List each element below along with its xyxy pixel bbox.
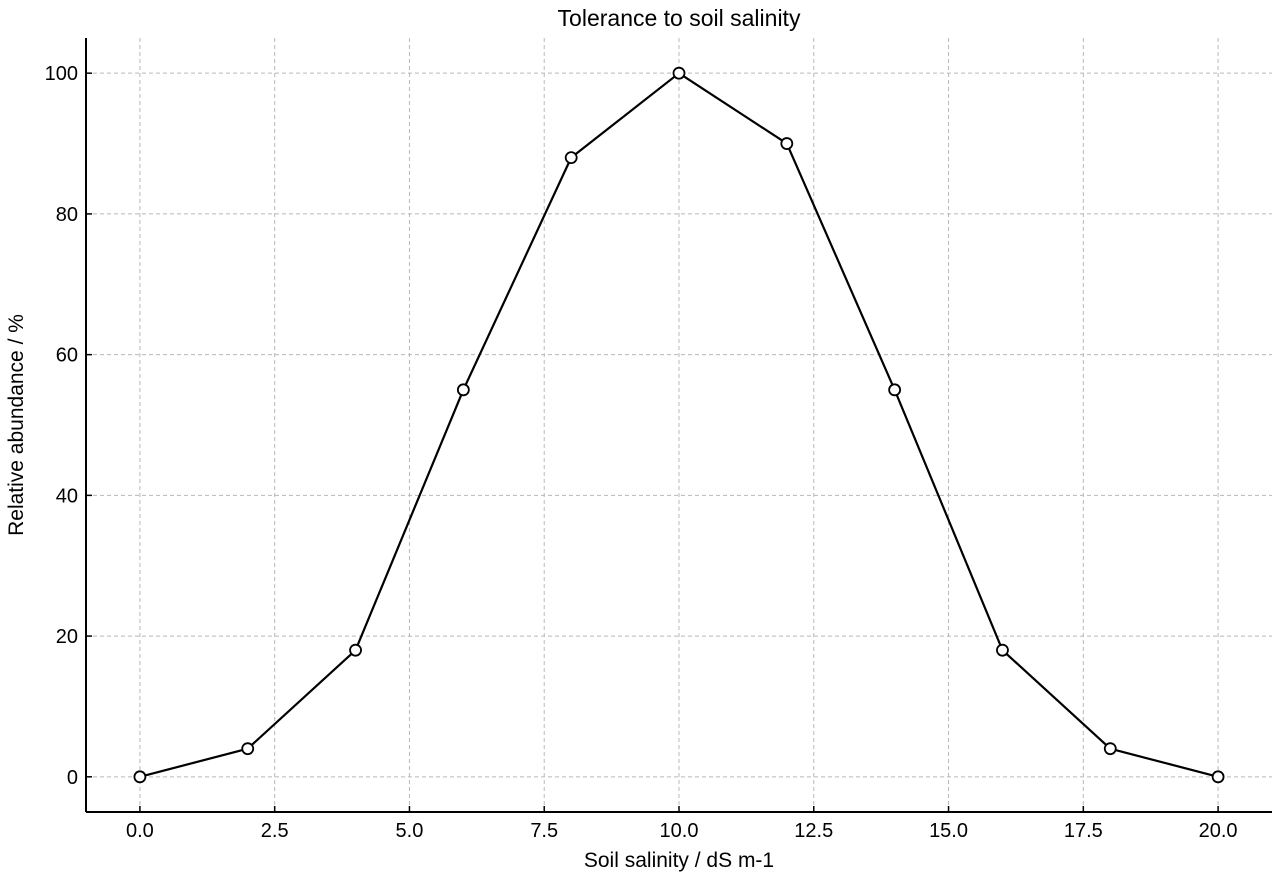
x-tick-label: 10.0 <box>660 820 699 842</box>
ticks: 0.0 2.5 5.0 7.5 10.0 12.5 15.0 17.5 20.0 0 20 40 60 8… <box>45 63 1238 842</box>
data-point <box>133 770 147 784</box>
x-tick-label: 5.0 <box>396 820 424 842</box>
x-axis-label: Soil salinity / dS m-1 <box>584 849 774 872</box>
data-point <box>888 383 902 397</box>
series <box>133 66 1225 784</box>
x-tick-label: 0.0 <box>126 820 154 842</box>
data-point <box>780 137 794 150</box>
x-tick-label: 20.0 <box>1199 820 1238 842</box>
x-tick-label: 17.5 <box>1064 820 1103 842</box>
data-point <box>1103 742 1117 756</box>
y-tick-label: 40 <box>56 485 78 507</box>
y-tick-label: 0 <box>67 767 78 789</box>
data-point <box>349 643 362 657</box>
data-point <box>996 643 1009 657</box>
data-point <box>456 383 470 397</box>
chart-title: Tolerance to soil salinity <box>558 5 801 31</box>
y-tick-label: 80 <box>56 204 78 226</box>
y-axis-label: Relative abundance / % <box>5 314 28 536</box>
x-tick-label: 7.5 <box>530 820 558 842</box>
y-tick-label: 20 <box>56 626 78 648</box>
x-tick-label: 15.0 <box>929 820 968 842</box>
x-tick-label: 12.5 <box>794 820 833 842</box>
data-point <box>241 742 255 756</box>
y-tick-label: 100 <box>45 63 78 85</box>
data-point <box>1211 770 1225 784</box>
y-tick-label: 60 <box>56 345 78 367</box>
grid <box>86 38 1272 812</box>
x-tick-label: 2.5 <box>261 820 289 842</box>
data-point <box>564 151 578 165</box>
data-point <box>672 66 686 80</box>
